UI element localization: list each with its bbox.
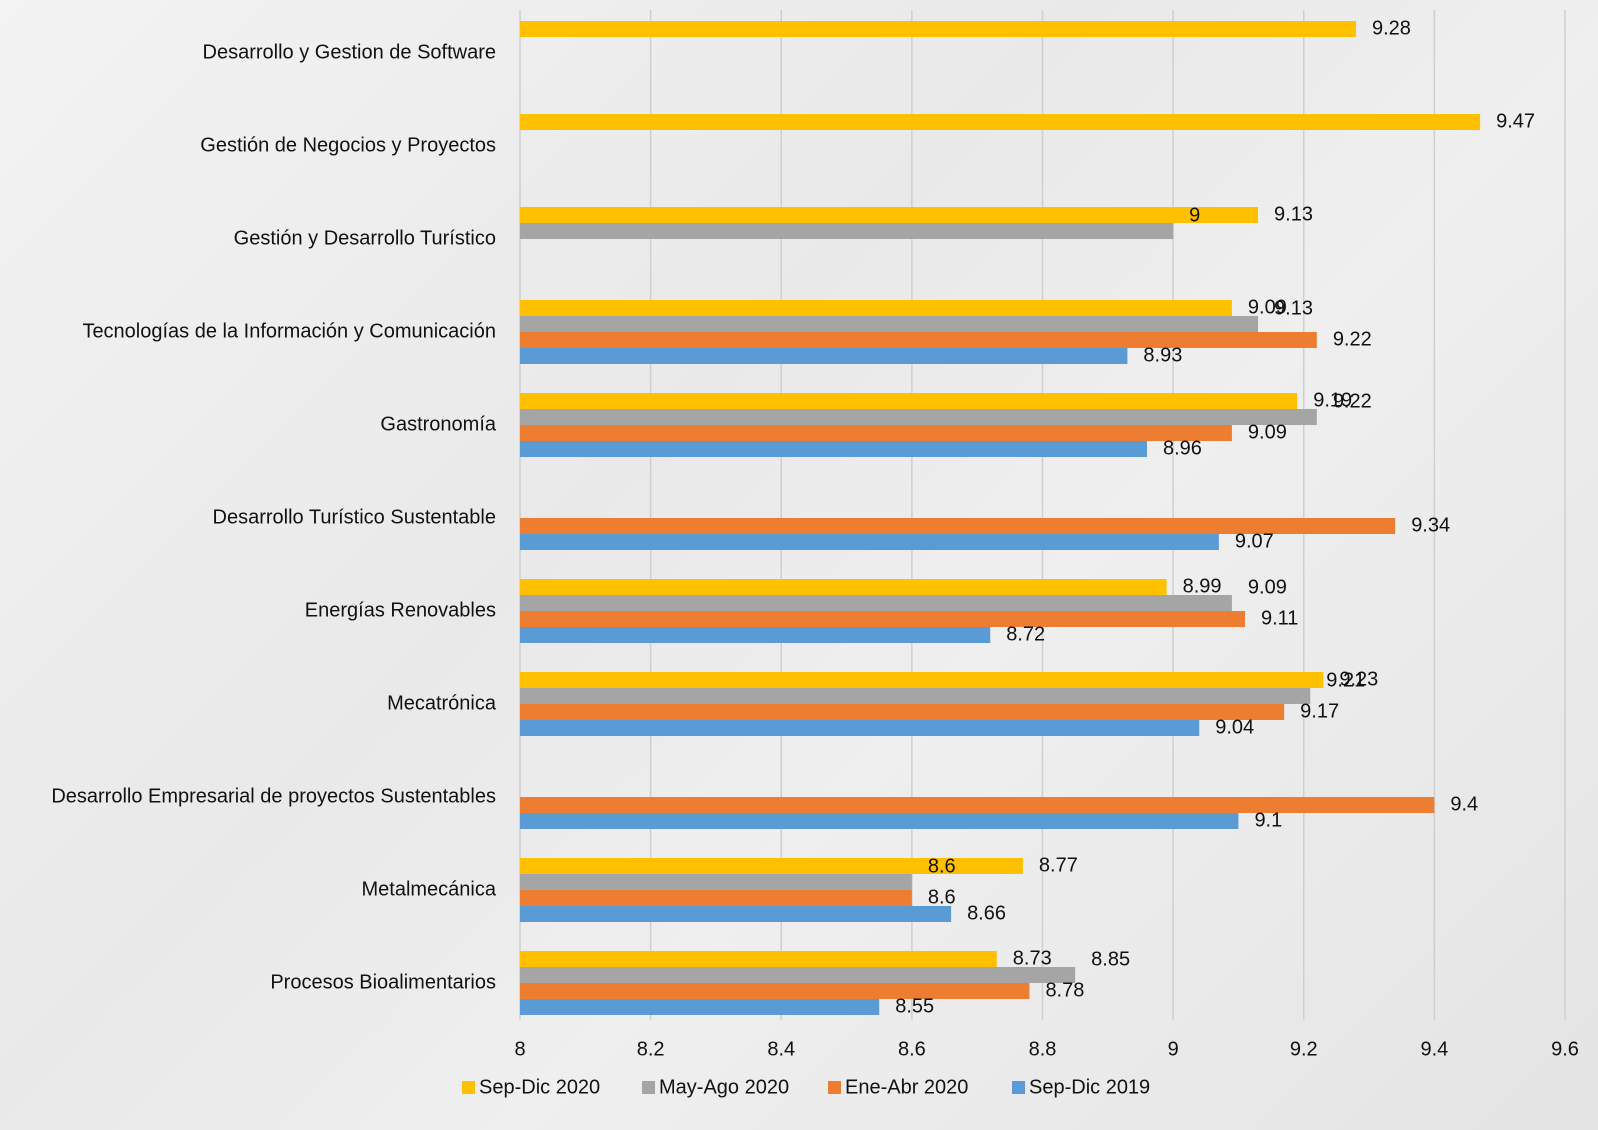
data-label: 8.6 (928, 886, 956, 908)
bar (520, 300, 1232, 316)
bar (520, 595, 1232, 611)
bar (520, 409, 1317, 425)
category-label: Gastronomía (380, 413, 496, 435)
bar (520, 813, 1239, 829)
bar (520, 518, 1396, 534)
data-label: 9.47 (1496, 110, 1535, 132)
bar (520, 999, 880, 1015)
x-tick-label: 8.6 (898, 1038, 926, 1060)
data-label: 8.85 (1091, 948, 1130, 970)
gridlines (519, 10, 1566, 1020)
bar (520, 983, 1030, 999)
data-label: 9.09 (1248, 296, 1287, 318)
data-label: 9.13 (1274, 297, 1313, 319)
data-label: 9.22 (1333, 390, 1372, 412)
bar (520, 579, 1167, 595)
category-label: Desarrollo y Gestion de Software (203, 41, 496, 63)
bar (520, 720, 1200, 736)
x-axis-tick-labels: 8 8.2 8.4 8.6 8.8 9 9.2 9.4 9.6 (514, 1038, 1578, 1060)
legend-label: May-Ago 2020 (659, 1076, 789, 1098)
data-label: 9.23 (1339, 668, 1378, 690)
bar (520, 114, 1481, 130)
x-tick-label: 9 (1168, 1038, 1179, 1060)
bar (520, 223, 1174, 239)
bar (520, 21, 1356, 37)
bar (520, 348, 1128, 364)
data-label: 8.6 (928, 855, 956, 877)
category-label: Desarrollo Turístico Sustentable (213, 506, 496, 528)
data-label: 8.72 (1006, 623, 1045, 645)
data-labels: 9.289.479.139.099.198.999.238.778.7399.1… (895, 17, 1535, 1017)
legend-swatch (1012, 1081, 1025, 1094)
data-label: 9.11 (1261, 607, 1298, 629)
legend-label: Ene-Abr 2020 (845, 1076, 968, 1098)
category-label: Energías Renovables (305, 599, 496, 621)
legend-swatch (642, 1081, 655, 1094)
data-label: 8.96 (1163, 437, 1202, 459)
data-label: 9.1 (1254, 809, 1282, 831)
bar (520, 967, 1076, 983)
data-label: 9.21 (1326, 669, 1365, 691)
x-tick-label: 8.4 (767, 1038, 795, 1060)
bar (520, 627, 991, 643)
category-label: Tecnologías de la Información y Comunica… (82, 320, 496, 342)
data-label: 9.04 (1215, 716, 1254, 738)
data-label: 8.73 (1013, 947, 1052, 969)
legend: Sep-Dic 2020 May-Ago 2020 Ene-Abr 2020 Sep-… (462, 1076, 1150, 1098)
legend-label: Sep-Dic 2019 (1029, 1076, 1150, 1098)
legend-swatch (828, 1081, 841, 1094)
bar (520, 704, 1285, 720)
category-labels: Desarrollo y Gestion de Software Gestión … (51, 41, 497, 993)
bar (520, 858, 1023, 874)
bar (520, 906, 952, 922)
bar (520, 688, 1311, 704)
category-label: Mecatrónica (387, 692, 497, 714)
data-label: 8.55 (895, 995, 934, 1017)
data-label: 8.99 (1183, 575, 1222, 597)
bar (520, 951, 997, 967)
category-label: Procesos Bioalimentarios (270, 971, 496, 993)
bar (520, 874, 912, 890)
category-label: Metalmecánica (361, 878, 496, 900)
bar (520, 890, 912, 906)
data-label: 8.78 (1045, 979, 1084, 1001)
bar (520, 534, 1219, 550)
bar (520, 316, 1259, 332)
category-label: Gestión y Desarrollo Turístico (234, 227, 496, 249)
bar (520, 611, 1245, 627)
category-label: Desarrollo Empresarial de proyectos Sust… (51, 785, 496, 807)
data-label: 9 (1189, 204, 1200, 226)
data-label: 9.34 (1411, 514, 1450, 536)
x-tick-label: 9.2 (1290, 1038, 1318, 1060)
legend-label: Sep-Dic 2020 (479, 1076, 600, 1098)
data-label: 8.66 (967, 902, 1006, 924)
bar (520, 393, 1298, 409)
x-tick-label: 8 (514, 1038, 525, 1060)
data-label: 9.09 (1248, 421, 1287, 443)
data-label: 9.19 (1313, 389, 1352, 411)
bar (520, 797, 1435, 813)
category-label: Gestión de Negocios y Proyectos (200, 134, 496, 156)
data-label: 9.09 (1248, 576, 1287, 598)
bar (520, 441, 1147, 457)
x-tick-label: 8.8 (1029, 1038, 1057, 1060)
x-tick-label: 9.6 (1551, 1038, 1579, 1060)
data-label: 9.4 (1450, 793, 1478, 815)
data-label: 9.13 (1274, 203, 1313, 225)
data-label: 9.28 (1372, 17, 1411, 39)
bar (520, 207, 1259, 223)
data-label: 8.77 (1039, 854, 1078, 876)
data-label: 8.93 (1143, 344, 1182, 366)
x-tick-label: 8.2 (637, 1038, 665, 1060)
data-label: 9.17 (1300, 700, 1339, 722)
bar (520, 332, 1317, 348)
data-label: 9.22 (1333, 328, 1372, 350)
bar (520, 672, 1324, 688)
x-tick-label: 9.4 (1420, 1038, 1448, 1060)
bars (520, 21, 1481, 1015)
legend-swatch (462, 1081, 475, 1094)
data-label: 9.07 (1235, 530, 1274, 552)
bar (520, 425, 1232, 441)
